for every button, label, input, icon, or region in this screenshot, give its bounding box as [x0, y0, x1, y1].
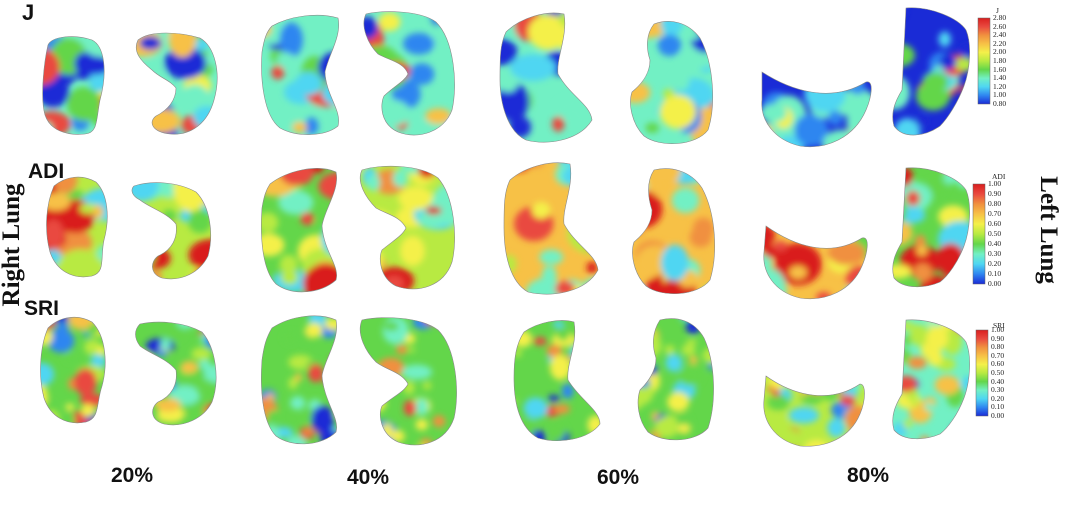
- lung-section-21: [637, 318, 714, 441]
- colorbar-tick: 0.90: [988, 189, 1002, 198]
- left-lung-label: Left Lung: [1035, 176, 1062, 284]
- lung-section-19: [359, 317, 457, 446]
- colorbar-tick: 1.00: [988, 179, 1002, 188]
- colorbar-tick: 0.40: [988, 239, 1002, 248]
- lung-section-2: [261, 14, 340, 135]
- column-label-80: 80%: [846, 464, 890, 487]
- colorbar-2: [975, 329, 989, 417]
- colorbar-adi-title: ADI: [992, 172, 1006, 181]
- colorbar-0: [977, 17, 991, 105]
- lung-section-7: [892, 7, 970, 136]
- lung-section-4: [499, 12, 593, 143]
- lung-section-23: [892, 319, 970, 440]
- colorbar-tick: 2.00: [993, 47, 1007, 57]
- colorbar-tick: 2.80: [993, 13, 1007, 22]
- column-label-20: 20%: [110, 464, 154, 487]
- colorbar-tick: 1.00: [993, 90, 1007, 100]
- colorbar-tick: 0.80: [988, 199, 1002, 208]
- lung-section-17: [135, 321, 217, 426]
- colorbar-tick: 0.80: [993, 99, 1007, 108]
- colorbar-tick: 0.00: [991, 411, 1005, 420]
- colorbar-tick: 0.60: [988, 219, 1002, 228]
- colorbar-tick: 0.40: [991, 376, 1005, 386]
- column-label-60: 60%: [596, 466, 640, 489]
- lung-section-15: [892, 167, 970, 288]
- colorbar-1: [972, 183, 986, 285]
- colorbar-tick: 1.00: [991, 325, 1005, 334]
- lung-section-3: [363, 11, 455, 136]
- colorbar-tick: 0.30: [988, 249, 1002, 258]
- colorbar-tick: 0.50: [988, 229, 1002, 238]
- colorbar-tick: 0.70: [991, 350, 1005, 360]
- colorbar-tick: 0.20: [991, 393, 1005, 403]
- lung-section-5: [630, 21, 713, 145]
- lung-section-13: [632, 168, 715, 295]
- lung-section-10: [261, 168, 337, 293]
- column-label-40: 40%: [346, 466, 390, 489]
- lung-section-11: [359, 165, 455, 290]
- lung-section-1: [135, 32, 218, 135]
- colorbar-tick: 0.10: [988, 269, 1002, 278]
- colorbar-j-title: J: [996, 6, 999, 15]
- colorbar-tick: 0.30: [991, 385, 1005, 395]
- lung-section-20: [513, 320, 601, 441]
- lung-section-6: [761, 71, 872, 148]
- colorbar-tick: 0.00: [988, 279, 1002, 288]
- colorbar-tick: 0.20: [988, 259, 1002, 268]
- colorbar-tick: 2.60: [993, 21, 1007, 31]
- colorbar-tick: 0.10: [991, 402, 1005, 412]
- row-label-adi: ADI: [28, 160, 65, 183]
- lung-section-0: [42, 36, 105, 135]
- lung-section-22: [763, 375, 865, 447]
- colorbar-tick: 0.90: [991, 333, 1005, 343]
- lung-section-14: [763, 225, 868, 300]
- colorbar-tick: 2.40: [993, 30, 1007, 40]
- colorbar-sri-title: SRI: [993, 321, 1005, 330]
- colorbar-tick: 1.80: [993, 56, 1007, 65]
- lung-section-9: [131, 182, 211, 280]
- colorbar-tick: 1.60: [993, 64, 1007, 74]
- colorbar-tick: 0.80: [991, 342, 1005, 352]
- right-lung-label: Right Lung: [0, 183, 25, 307]
- lung-section-12: [503, 162, 599, 295]
- lung-section-16: [40, 316, 106, 424]
- colorbar-tick: 0.60: [991, 359, 1005, 369]
- colorbar-tick: 0.70: [988, 209, 1002, 218]
- colorbar-tick: 2.20: [993, 38, 1007, 48]
- row-label-j: J: [22, 0, 35, 25]
- colorbar-tick: 0.50: [991, 368, 1005, 377]
- lung-section-18: [261, 315, 337, 445]
- colorbar-tick: 1.20: [993, 81, 1007, 91]
- row-label-sri: SRI: [24, 297, 60, 320]
- colorbar-tick: 1.40: [993, 73, 1007, 83]
